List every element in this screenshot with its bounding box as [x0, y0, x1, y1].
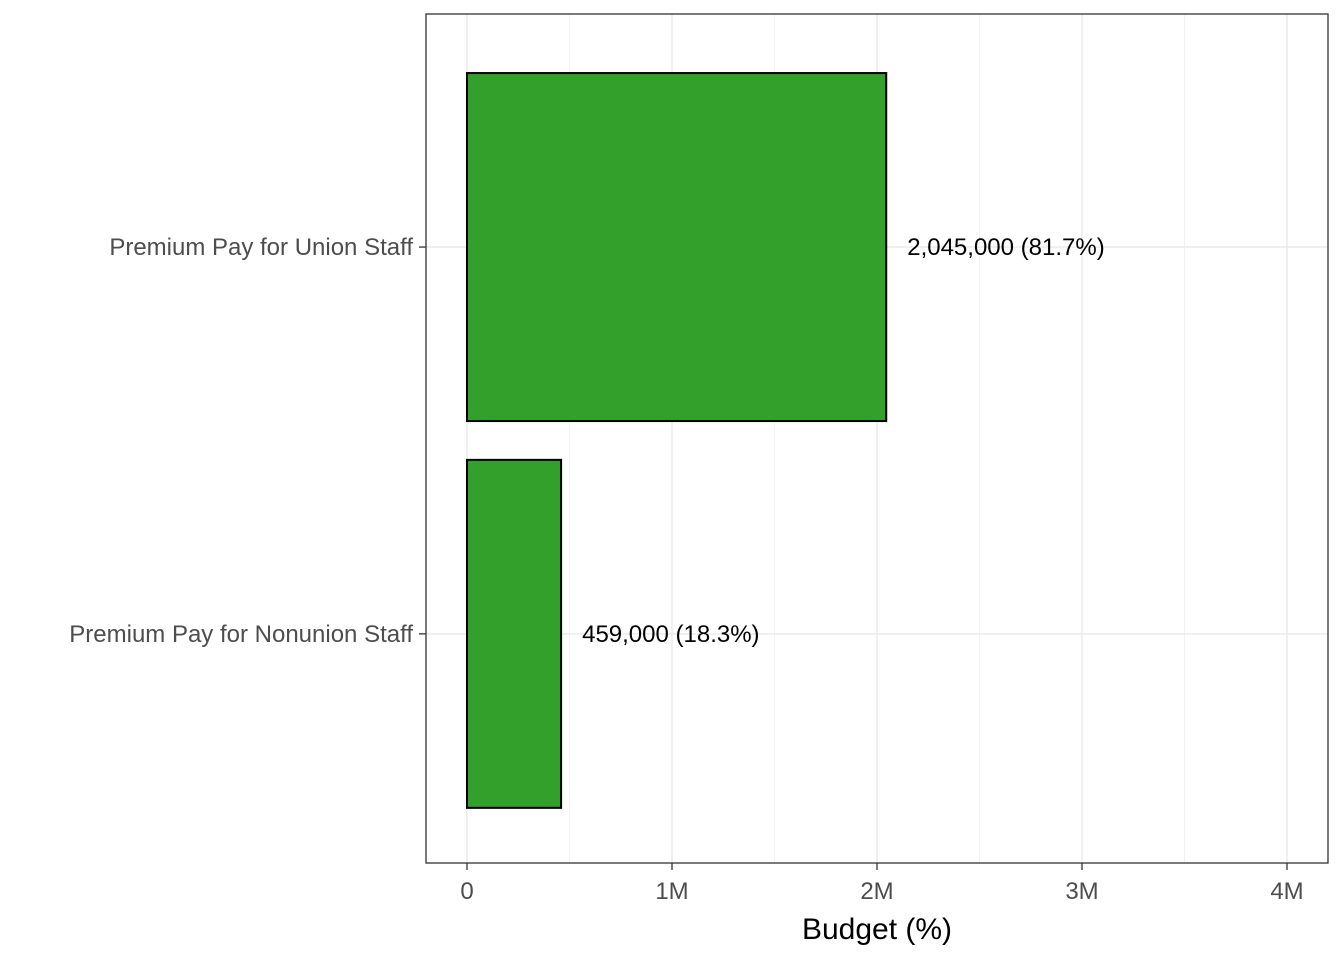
axis-ticks	[419, 246, 1288, 870]
x-tick-label: 4M	[1270, 878, 1303, 905]
labels: 2,045,000 (81.7%) Premium Pay for Union S…	[69, 234, 1303, 905]
bar	[466, 458, 563, 809]
bars	[466, 72, 888, 809]
bar	[466, 72, 888, 423]
bar-data-label: 2,045,000 (81.7%)	[907, 234, 1104, 261]
bar-data-label: 459,000 (18.3%)	[582, 621, 759, 648]
category-label: Premium Pay for Nonunion Staff	[69, 621, 413, 648]
x-tick-label: 3M	[1065, 878, 1098, 905]
x-tick-label: 2M	[860, 878, 893, 905]
x-axis-title: Budget (%)	[802, 913, 952, 946]
x-tick-label: 1M	[655, 878, 688, 905]
x-tick-label: 0	[460, 878, 473, 905]
category-label: Premium Pay for Union Staff	[109, 234, 413, 261]
